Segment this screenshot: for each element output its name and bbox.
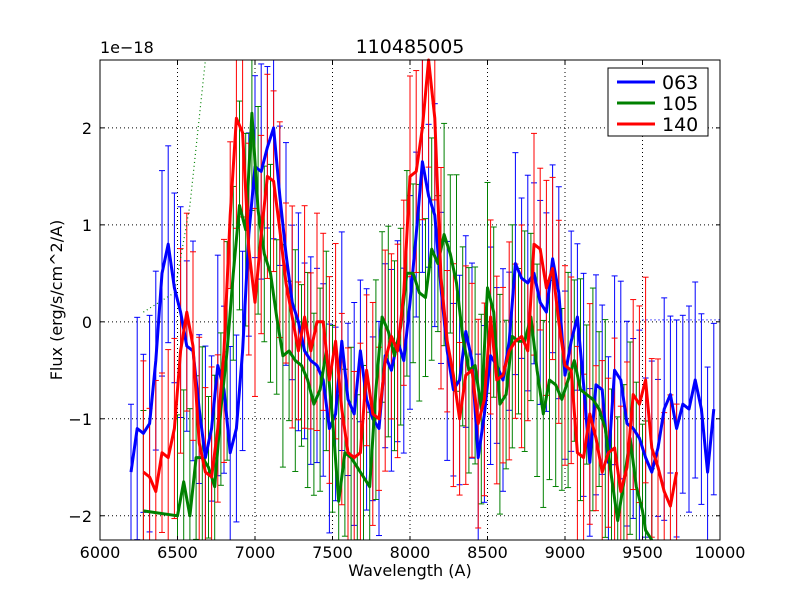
x-tick-label: 9500 bbox=[622, 543, 663, 562]
x-tick-label: 8500 bbox=[467, 543, 508, 562]
y-tick-label: −2 bbox=[68, 507, 92, 526]
x-axis-label: Wavelength (A) bbox=[348, 561, 471, 580]
ticks bbox=[99, 60, 721, 540]
x-tick-label: 7500 bbox=[312, 543, 353, 562]
series-line-140 bbox=[142, 58, 679, 508]
chart-title: 110485005 bbox=[356, 36, 465, 58]
x-tick-label: 10000 bbox=[695, 543, 746, 562]
legend-label-063: 063 bbox=[662, 72, 698, 94]
y-tick-label: −1 bbox=[68, 410, 92, 429]
x-tick-label: 6500 bbox=[157, 543, 198, 562]
reference-lines bbox=[143, 59, 720, 321]
x-tick-labels: 6000 6500 7000 7500 8000 8500 9000 9500 10000 bbox=[80, 543, 746, 562]
y-tick-label: 0 bbox=[82, 313, 92, 332]
y-scale-label: 1e−18 bbox=[100, 38, 154, 57]
series-line-063 bbox=[129, 126, 716, 474]
x-tick-label: 7000 bbox=[235, 543, 276, 562]
x-tick-label: 6000 bbox=[80, 543, 121, 562]
y-axis-label: Flux (erg/s/cm^2/A) bbox=[47, 220, 66, 381]
x-tick-label: 9000 bbox=[545, 543, 586, 562]
green-dotted-line bbox=[143, 59, 206, 313]
legend: 063 105 140 bbox=[607, 67, 709, 137]
legend-label-140: 140 bbox=[662, 114, 698, 136]
y-tick-label: 1 bbox=[82, 216, 92, 235]
y-tick-labels: −2 −1 0 1 2 bbox=[68, 119, 92, 526]
y-tick-label: 2 bbox=[82, 119, 92, 138]
x-tick-label: 8000 bbox=[390, 543, 431, 562]
series-lines bbox=[129, 58, 716, 541]
series-line-105 bbox=[143, 111, 654, 541]
legend-label-105: 105 bbox=[662, 93, 698, 115]
